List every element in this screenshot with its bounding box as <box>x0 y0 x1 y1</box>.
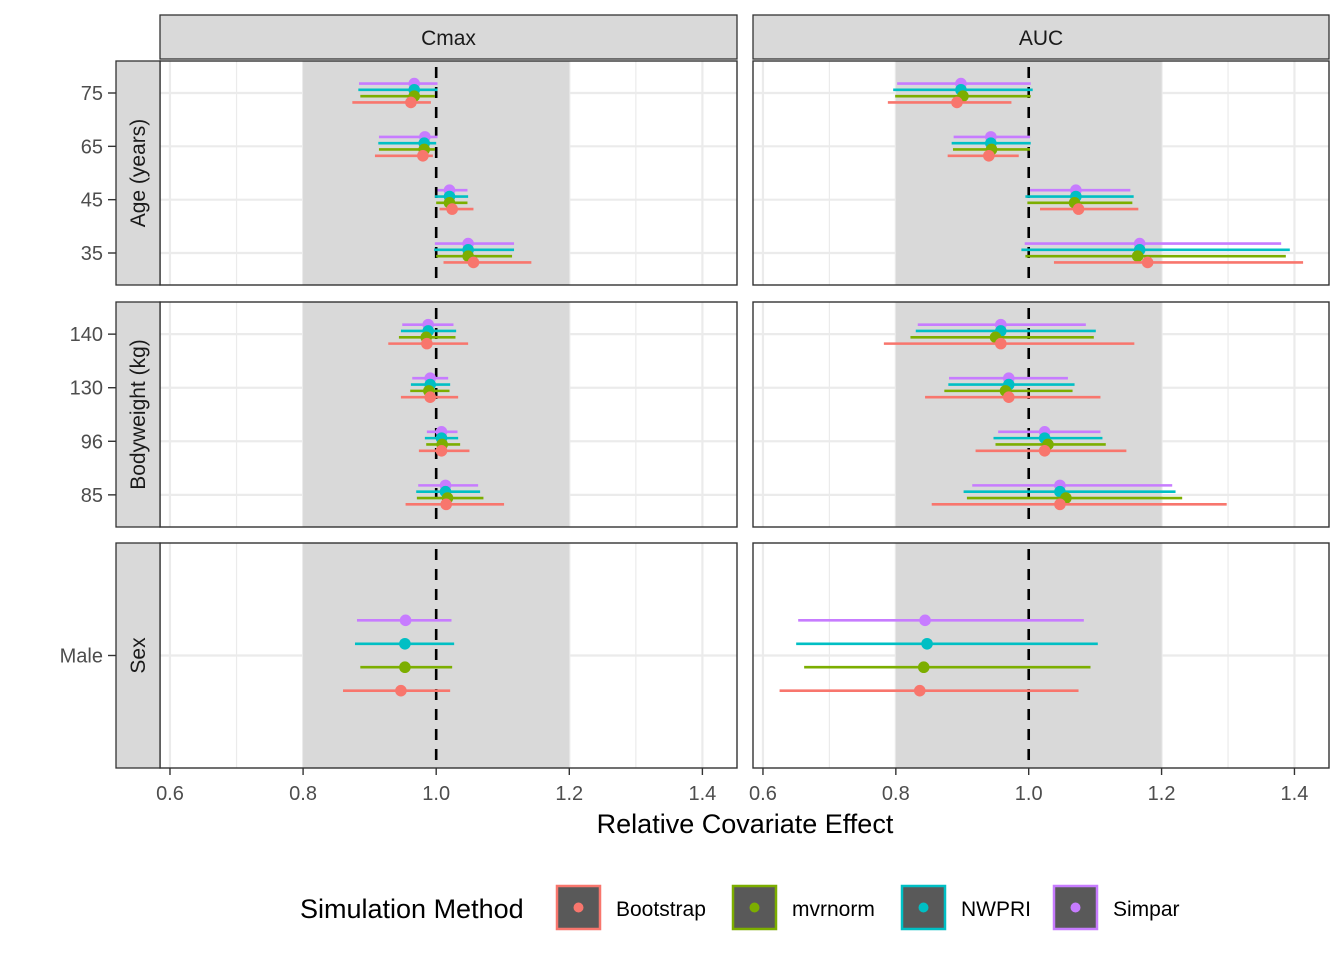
point-simpar <box>919 614 931 627</box>
x-tick-label: 1.2 <box>1148 783 1176 805</box>
point-bootstrap <box>995 337 1007 350</box>
point-nwpri <box>399 637 411 650</box>
legend-title: Simulation Method <box>300 894 524 924</box>
point-bootstrap <box>1054 498 1066 511</box>
legend-point-bootstrap <box>573 902 584 913</box>
y-tick-label: 65 <box>81 136 103 158</box>
panel-cmax-age-years <box>159 60 738 286</box>
legend-label-simpar: Simpar <box>1113 898 1180 921</box>
x-tick-label: 0.8 <box>882 783 910 805</box>
point-bootstrap <box>424 391 436 403</box>
legend-label-nwpri: NWPRI <box>961 898 1031 921</box>
panel-cmax-sex <box>159 542 738 769</box>
x-tick-label: 0.6 <box>749 783 777 805</box>
point-mvrnorm <box>1131 250 1144 262</box>
point-bootstrap <box>951 96 963 109</box>
panel-cmax-bodyweight-kg <box>159 301 738 528</box>
y-tick-label: 85 <box>81 485 103 507</box>
x-axes: 0.6 0.8 1.0 1.2 1.4 0.6 0.8 1.0 1.2 1.4 <box>156 768 1308 805</box>
point-nwpri <box>921 637 933 650</box>
point-bootstrap <box>1038 444 1051 457</box>
legend-point-mvrnorm <box>749 902 760 913</box>
x-tick-label: 1.4 <box>1281 783 1309 805</box>
legend-item-bootstrap: Bootstrap <box>555 884 706 931</box>
point-bootstrap <box>1072 203 1085 215</box>
x-tick-label: 1.4 <box>688 783 716 805</box>
legend-point-nwpri <box>918 902 929 913</box>
legend-key-mvrnorm <box>731 884 778 931</box>
strip-age-years <box>115 60 161 286</box>
panel-auc-bodyweight-kg <box>752 301 1330 528</box>
strip-label-cmax: Cmax <box>421 27 476 50</box>
point-bootstrap <box>417 149 429 162</box>
legend-label-mvrnorm: mvrnorm <box>792 898 875 921</box>
legend-item-nwpri: NWPRI <box>900 884 1031 931</box>
point-bootstrap <box>467 256 480 269</box>
strip-label-sex: Sex <box>127 637 150 674</box>
panel-auc-age-years <box>752 60 1330 286</box>
y-tick-label: 130 <box>70 378 103 400</box>
x-tick-label: 1.0 <box>1015 783 1043 805</box>
point-mvrnorm <box>399 661 411 674</box>
row-strips: Age (years) 75 65 45 35 Bodyweight (kg) 140 130… <box>60 60 161 769</box>
y-tick-label: 75 <box>81 83 103 105</box>
legend-item-simpar: Simpar <box>1052 884 1180 931</box>
point-simpar <box>399 614 412 627</box>
y-tick-label: 96 <box>81 431 103 453</box>
legend-point-simpar <box>1070 902 1081 913</box>
point-mvrnorm <box>917 661 930 674</box>
point-bootstrap <box>1002 391 1015 403</box>
point-bootstrap <box>913 684 926 697</box>
panel-border <box>752 301 1330 528</box>
point-bootstrap <box>395 684 407 697</box>
point-bootstrap <box>435 444 448 457</box>
x-tick-label: 1.2 <box>555 783 583 805</box>
point-bootstrap <box>983 149 995 162</box>
point-bootstrap <box>446 203 458 215</box>
legend-key-nwpri <box>900 884 947 931</box>
strip-sex <box>115 542 161 769</box>
point-bootstrap <box>421 337 433 350</box>
point-bootstrap <box>440 498 452 511</box>
legend-label-bootstrap: Bootstrap <box>616 898 706 921</box>
legend: Simulation Method Bootstrap mvrnorm NWPRI S… <box>300 884 1180 931</box>
point-bootstrap <box>405 96 417 109</box>
panels-layer <box>159 60 1330 769</box>
x-tick-label: 0.6 <box>156 783 184 805</box>
strip-label-age-years: Age (years) <box>127 119 150 228</box>
legend-item-mvrnorm: mvrnorm <box>731 884 875 931</box>
y-tick-label: 45 <box>81 190 103 212</box>
panel-border <box>752 542 1330 769</box>
x-tick-label: 1.0 <box>422 783 450 805</box>
column-strips: Cmax AUC <box>159 14 1330 60</box>
y-tick-label: 35 <box>81 243 103 265</box>
y-tick-label: 140 <box>70 324 103 346</box>
x-axis-title: Relative Covariate Effect <box>597 809 894 839</box>
strip-bodyweight-kg <box>115 301 161 528</box>
strip-auc <box>752 14 1330 60</box>
strip-label-bodyweight-kg: Bodyweight (kg) <box>127 339 150 490</box>
x-tick-label: 0.8 <box>289 783 317 805</box>
panel-auc-sex <box>752 542 1330 769</box>
point-bootstrap <box>1141 256 1154 269</box>
strip-label-auc: AUC <box>1019 27 1063 50</box>
panel-border <box>752 60 1330 286</box>
strip-cmax <box>159 14 738 60</box>
y-tick-label: Male <box>60 646 103 668</box>
